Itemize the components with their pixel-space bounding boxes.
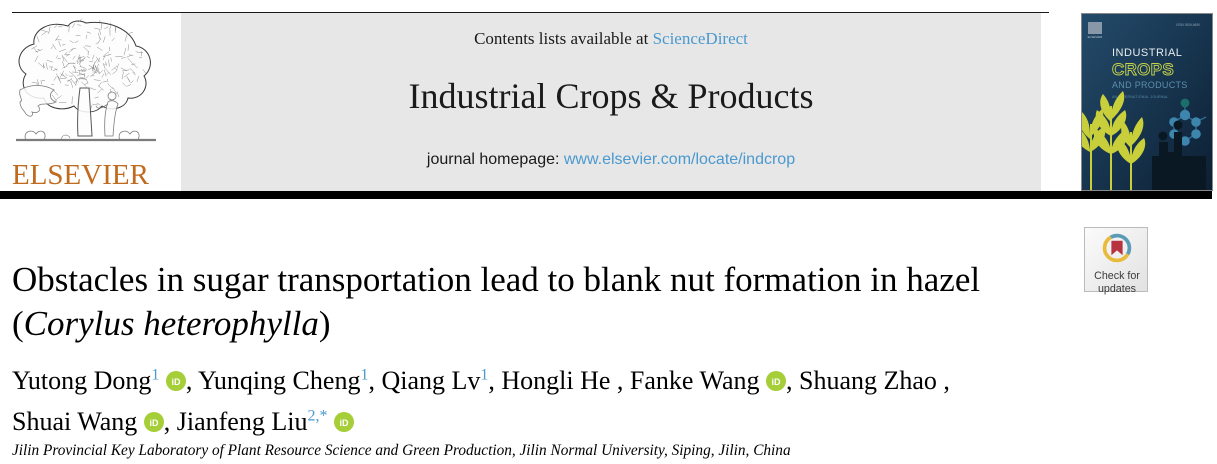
svg-text:iD: iD [771,377,781,387]
svg-text:iD: iD [171,377,181,387]
svg-text:ISSN 0926-6690: ISSN 0926-6690 [1176,23,1200,27]
svg-text:CROPS: CROPS [1112,60,1174,79]
svg-text:iD: iD [339,418,349,428]
svg-text:INDUSTRIAL: INDUSTRIAL [1112,47,1182,59]
svg-text:ELSEVIER: ELSEVIER [1088,35,1104,39]
svg-text:AND PRODUCTS: AND PRODUCTS [1112,80,1188,90]
svg-text:iD: iD [149,418,159,428]
